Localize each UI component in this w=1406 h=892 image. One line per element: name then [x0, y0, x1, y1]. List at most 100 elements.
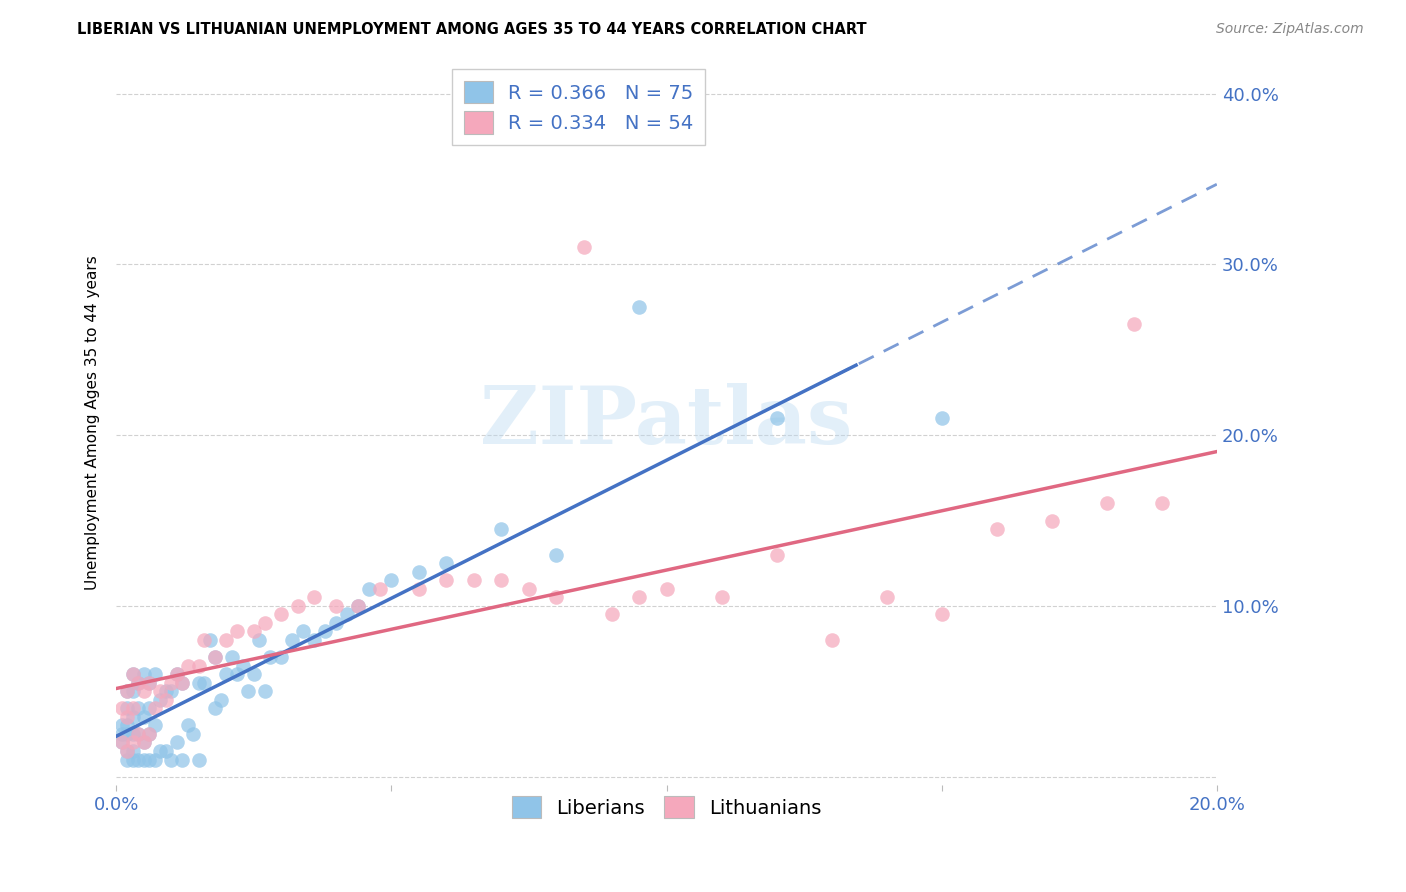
Point — [238, 684, 260, 698]
Point — [546, 591, 568, 605]
Point — [287, 599, 309, 613]
Point — [292, 624, 315, 639]
Point — [931, 607, 953, 622]
Point — [181, 727, 204, 741]
Point — [304, 633, 326, 648]
Point — [166, 667, 188, 681]
Point — [143, 752, 166, 766]
Point — [204, 650, 226, 665]
Point — [121, 735, 143, 749]
Point — [127, 752, 149, 766]
Point — [215, 667, 238, 681]
Point — [193, 675, 215, 690]
Point — [121, 667, 143, 681]
Point — [132, 710, 155, 724]
Point — [117, 710, 139, 724]
Point — [143, 667, 166, 681]
Point — [710, 591, 733, 605]
Legend: Liberians, Lithuanians: Liberians, Lithuanians — [503, 789, 830, 826]
Point — [370, 582, 392, 596]
Point — [253, 615, 276, 630]
Point — [121, 701, 143, 715]
Point — [132, 735, 155, 749]
Point — [491, 574, 513, 588]
Point — [820, 633, 842, 648]
Point — [1040, 514, 1063, 528]
Point — [172, 752, 194, 766]
Point — [138, 675, 160, 690]
Point — [121, 667, 143, 681]
Point — [931, 411, 953, 425]
Point — [149, 692, 172, 706]
Point — [127, 675, 149, 690]
Point — [270, 650, 292, 665]
Point — [281, 633, 304, 648]
Point — [149, 744, 172, 758]
Point — [408, 582, 430, 596]
Point — [232, 658, 254, 673]
Point — [127, 675, 149, 690]
Point — [1150, 496, 1173, 510]
Point — [187, 675, 209, 690]
Point — [155, 692, 177, 706]
Point — [121, 727, 143, 741]
Point — [177, 658, 200, 673]
Point — [121, 744, 143, 758]
Point — [172, 675, 194, 690]
Point — [408, 565, 430, 579]
Point — [204, 650, 226, 665]
Point — [243, 624, 266, 639]
Point — [347, 599, 370, 613]
Point — [572, 240, 595, 254]
Point — [491, 522, 513, 536]
Point — [221, 650, 243, 665]
Point — [226, 624, 249, 639]
Point — [117, 744, 139, 758]
Point — [765, 548, 787, 562]
Point — [172, 675, 194, 690]
Point — [155, 684, 177, 698]
Point — [143, 718, 166, 732]
Point — [138, 701, 160, 715]
Point — [546, 548, 568, 562]
Point — [155, 744, 177, 758]
Point — [121, 752, 143, 766]
Point — [600, 607, 623, 622]
Point — [111, 727, 134, 741]
Text: Source: ZipAtlas.com: Source: ZipAtlas.com — [1216, 22, 1364, 37]
Point — [132, 684, 155, 698]
Point — [121, 684, 143, 698]
Point — [160, 684, 183, 698]
Point — [517, 582, 540, 596]
Point — [166, 735, 188, 749]
Point — [111, 701, 134, 715]
Point — [111, 735, 134, 749]
Point — [1123, 317, 1146, 331]
Text: LIBERIAN VS LITHUANIAN UNEMPLOYMENT AMONG AGES 35 TO 44 YEARS CORRELATION CHART: LIBERIAN VS LITHUANIAN UNEMPLOYMENT AMON… — [77, 22, 868, 37]
Point — [127, 727, 149, 741]
Point — [138, 727, 160, 741]
Point — [143, 701, 166, 715]
Point — [226, 667, 249, 681]
Point — [111, 735, 134, 749]
Point — [347, 599, 370, 613]
Point — [1095, 496, 1118, 510]
Point — [160, 675, 183, 690]
Point — [765, 411, 787, 425]
Y-axis label: Unemployment Among Ages 35 to 44 years: Unemployment Among Ages 35 to 44 years — [86, 255, 100, 590]
Point — [121, 710, 143, 724]
Text: ZIPatlas: ZIPatlas — [481, 384, 852, 461]
Point — [166, 667, 188, 681]
Point — [463, 574, 485, 588]
Point — [259, 650, 281, 665]
Point — [160, 752, 183, 766]
Point — [138, 727, 160, 741]
Point — [111, 718, 134, 732]
Point — [117, 744, 139, 758]
Point — [359, 582, 381, 596]
Point — [117, 684, 139, 698]
Point — [253, 684, 276, 698]
Point — [270, 607, 292, 622]
Point — [876, 591, 898, 605]
Point — [325, 615, 347, 630]
